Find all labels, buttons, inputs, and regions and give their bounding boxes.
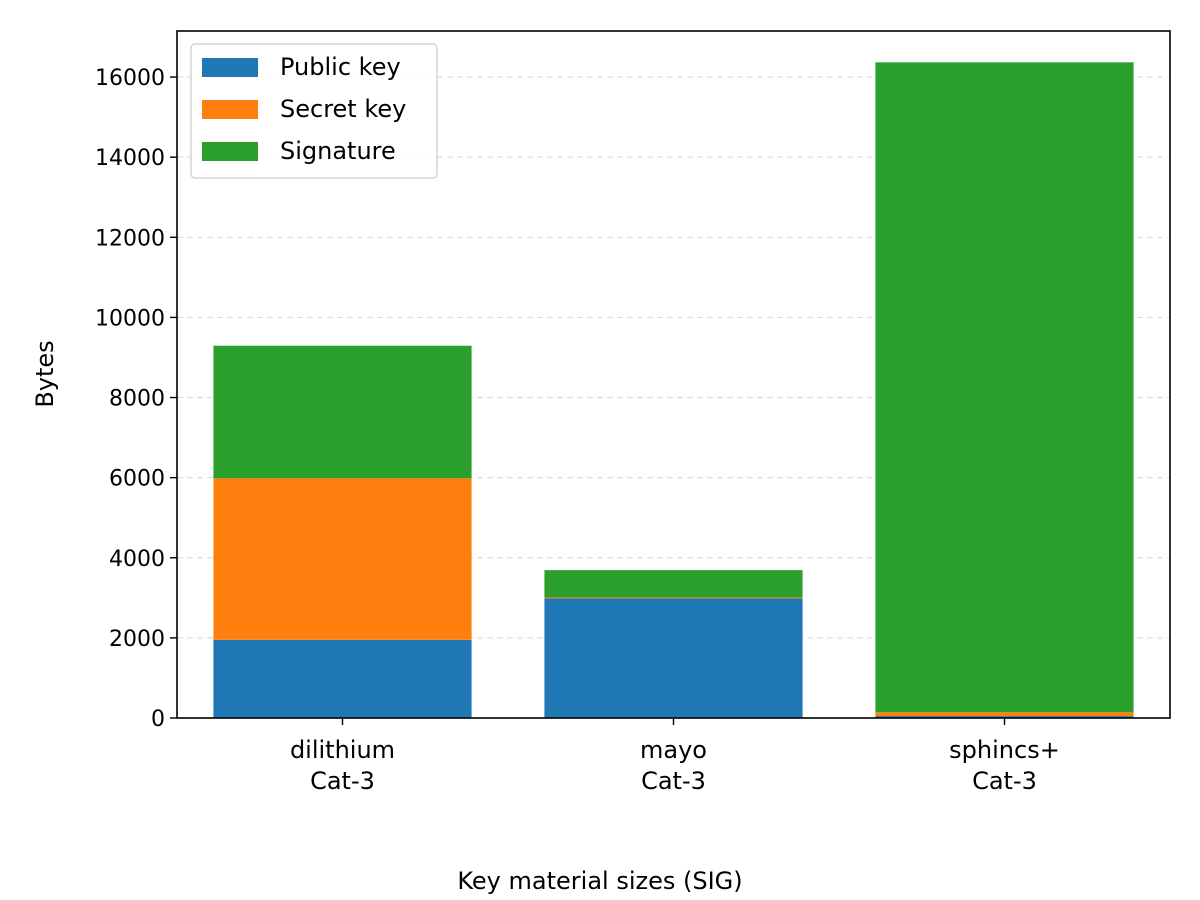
legend-label: Public key	[280, 53, 401, 81]
legend-swatch	[202, 58, 258, 77]
y-tick-label: 2000	[109, 627, 165, 652]
x-tick-label: Cat-3	[972, 767, 1037, 795]
y-tick-label: 4000	[109, 547, 165, 572]
legend-label: Secret key	[280, 95, 406, 123]
y-tick-label: 0	[151, 707, 165, 732]
x-tick-label: mayo	[640, 736, 707, 764]
legend-label: Signature	[280, 137, 396, 165]
legend-swatch	[202, 100, 258, 119]
y-tick-label: 8000	[109, 387, 165, 412]
x-tick-label: Cat-3	[310, 767, 375, 795]
bar-segment	[213, 345, 472, 479]
bars	[213, 62, 1134, 718]
x-axis-label: Key material sizes (SIG)	[457, 867, 742, 895]
bar-segment	[544, 570, 803, 598]
bar-segment	[875, 62, 1134, 713]
y-tick-label: 14000	[95, 146, 165, 171]
y-tick-label: 10000	[95, 306, 165, 331]
x-tick-label: sphincs+	[949, 736, 1060, 764]
y-axis: 0 2000 4000 6000 8000 10000 12000 14000 16000	[95, 66, 177, 732]
x-axis: dilithium Cat-3 mayo Cat-3 sphincs+ Cat-3	[290, 718, 1060, 795]
bar-segment	[875, 716, 1134, 718]
y-tick-label: 12000	[95, 226, 165, 251]
x-tick-label: Cat-3	[641, 767, 706, 795]
bar-segment	[544, 597, 803, 599]
bar-segment	[875, 712, 1134, 717]
legend-swatch	[202, 142, 258, 161]
x-tick-label: dilithium	[290, 736, 395, 764]
legend: Public key Secret key Signature	[190, 43, 438, 179]
y-tick-label: 6000	[109, 467, 165, 492]
bar-segment	[544, 598, 803, 718]
bar-segment	[213, 639, 472, 718]
y-axis-label: Bytes	[31, 340, 59, 407]
y-tick-label: 16000	[95, 66, 165, 91]
bar-segment	[213, 478, 472, 640]
